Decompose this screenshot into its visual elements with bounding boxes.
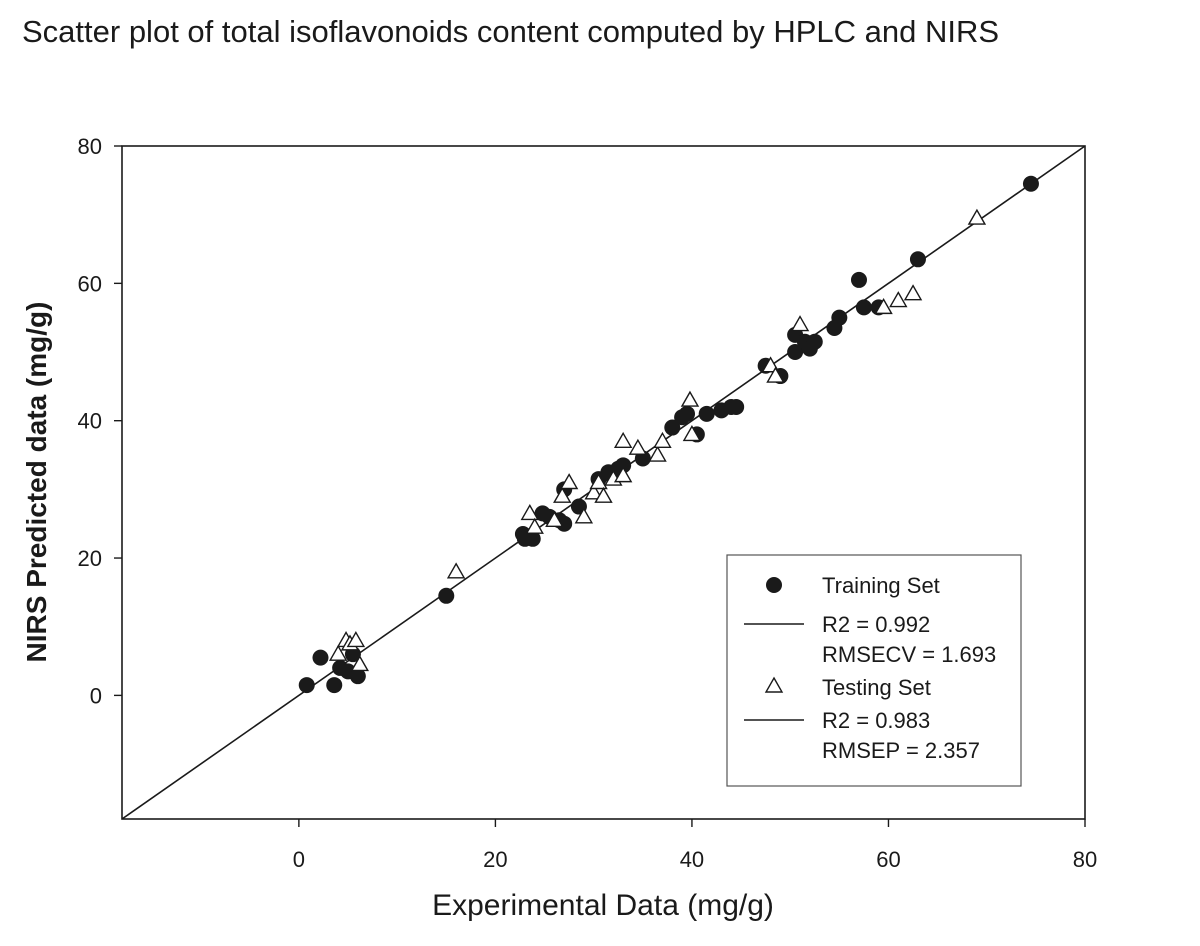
testing-point <box>525 517 544 534</box>
testing-point <box>446 562 466 579</box>
training-point <box>679 405 696 422</box>
testing-point <box>328 644 348 661</box>
training-point <box>326 677 343 694</box>
training-point <box>1022 175 1039 192</box>
x-axis-title: Experimental Data (mg/g) <box>432 889 774 922</box>
training-set-series <box>298 175 1039 694</box>
y-axis-title: NIRS Predicted data (mg/g) <box>21 302 52 663</box>
testing-point <box>574 507 594 524</box>
testing-point <box>559 473 579 490</box>
x-tick-label: 80 <box>1073 847 1097 872</box>
legend: Training Set R2 = 0.992 RMSECV = 1.693 T… <box>726 554 1022 787</box>
x-tick-label: 20 <box>483 847 507 872</box>
testing-point <box>545 510 564 527</box>
training-point <box>349 668 366 685</box>
testing-point <box>594 486 613 503</box>
training-point <box>850 271 867 288</box>
plot-frame <box>121 145 1086 820</box>
training-point <box>298 677 315 694</box>
testing-point <box>874 297 893 315</box>
testing-point <box>653 431 672 448</box>
legend-training-r2: R2 = 0.992 <box>822 612 930 637</box>
testing-point <box>553 486 572 503</box>
testing-point <box>350 655 370 672</box>
y-tick-label: 60 <box>78 271 102 296</box>
testing-point <box>613 466 633 483</box>
x-tick-label: 60 <box>876 847 900 872</box>
training-point <box>438 587 455 604</box>
testing-point <box>520 503 540 521</box>
testing-point <box>682 425 702 442</box>
training-point <box>909 251 926 268</box>
x-tick-label: 40 <box>680 847 704 872</box>
training-point <box>556 515 573 532</box>
training-point <box>855 299 872 316</box>
legend-box <box>726 554 1022 787</box>
training-point <box>831 309 848 326</box>
training-point <box>698 405 715 422</box>
y-tick-label: 40 <box>78 409 102 434</box>
y-tick-label: 20 <box>78 546 102 571</box>
training-point <box>728 398 745 415</box>
legend-testing-rmsep: RMSEP = 2.357 <box>822 738 980 763</box>
legend-training-label: Training Set <box>822 573 940 598</box>
training-point <box>664 419 681 436</box>
testing-point <box>648 445 667 462</box>
y-tick-label: 0 <box>90 683 102 708</box>
testing-point <box>628 438 648 455</box>
legend-training-rmsecv: RMSECV = 1.693 <box>822 642 996 667</box>
x-tick-label: 0 <box>293 847 305 872</box>
training-point <box>312 649 329 666</box>
training-point <box>787 344 804 361</box>
testing-point <box>346 631 366 648</box>
legend-training-marker <box>766 577 782 593</box>
training-point <box>806 333 823 350</box>
testing-point <box>584 483 603 500</box>
testing-point <box>613 431 633 448</box>
training-point <box>615 457 632 474</box>
legend-testing-label: Testing Set <box>822 675 931 700</box>
legend-testing-r2: R2 = 0.983 <box>822 708 930 733</box>
testing-set-series <box>328 208 987 672</box>
y-tick-label: 80 <box>78 134 102 159</box>
testing-point <box>889 291 908 308</box>
testing-point <box>790 315 810 332</box>
legend-testing-marker <box>764 676 784 693</box>
testing-point <box>967 208 987 225</box>
testing-point <box>903 284 923 301</box>
testing-point <box>589 473 608 490</box>
testing-point <box>766 366 785 383</box>
training-point <box>524 530 541 547</box>
chart-title: Scatter plot of total isoflavonoids cont… <box>22 14 1000 49</box>
testing-point <box>680 390 700 407</box>
